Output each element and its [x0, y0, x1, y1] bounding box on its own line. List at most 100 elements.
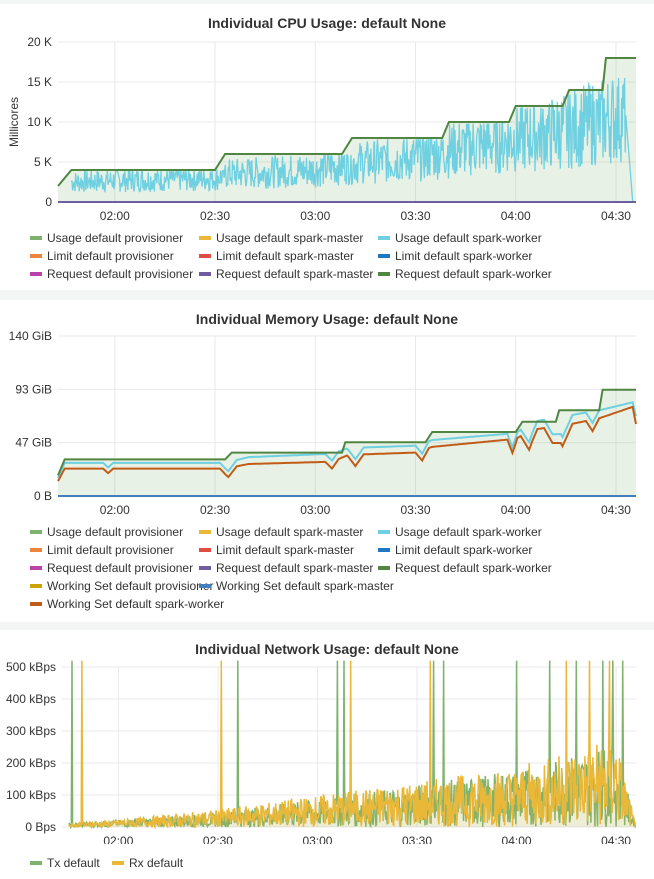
series-line	[70, 77, 634, 203]
memory-chart[interactable]: 140 GiB 93 GiB 47 GiB 0 B 02:00 02:30 03:00 03:…	[0, 322, 654, 522]
legend-item[interactable]: Usage default spark-master	[199, 525, 363, 539]
y-tick-label: 93 GiB	[15, 382, 52, 396]
legend-label: Usage default spark-master	[216, 231, 364, 245]
legend-label: Limit default spark-master	[216, 249, 355, 263]
x-tick-label: 04:30	[601, 209, 631, 223]
legend-label: Request default spark-worker	[395, 561, 552, 575]
legend-label: Limit default provisioner	[47, 249, 174, 263]
legend-item[interactable]: Request default spark-master	[199, 561, 373, 575]
legend-label: Usage default provisioner	[47, 525, 184, 539]
x-tick-label: 02:30	[203, 834, 233, 844]
legend-swatch	[30, 566, 42, 570]
legend-swatch	[378, 548, 390, 552]
legend-item[interactable]: Request default spark-master	[199, 267, 373, 281]
legend-item[interactable]: Working Set default spark-master	[199, 579, 394, 593]
legend-swatch	[378, 272, 390, 276]
legend-item[interactable]: Limit default provisioner	[30, 543, 174, 557]
series-area	[58, 58, 636, 202]
y-tick-label: 200 kBps	[6, 756, 56, 770]
y-tick-label: 0 B	[34, 489, 52, 503]
legend-item[interactable]: Limit default spark-master	[199, 543, 354, 557]
legend-swatch	[30, 236, 42, 240]
legend-swatch	[30, 254, 42, 258]
legend-swatch	[30, 548, 42, 552]
y-tick-label: 5 K	[34, 155, 52, 169]
legend-swatch	[378, 530, 390, 534]
legend-swatch	[199, 236, 211, 240]
legend-label: Limit default provisioner	[47, 543, 174, 557]
x-tick-label: 03:00	[300, 209, 330, 223]
network-panel: Individual Network Usage: default None	[0, 630, 654, 879]
x-tick-label: 03:30	[402, 834, 432, 844]
legend-swatch	[30, 530, 42, 534]
legend-swatch	[199, 254, 211, 258]
x-tick-label: 03:00	[302, 834, 332, 844]
legend-item[interactable]: Request default spark-worker	[378, 267, 552, 281]
legend-label: Rx default	[129, 856, 184, 870]
network-chart[interactable]: 500 kBps 400 kBps 300 kBps 200 kBps 100 kBps…	[0, 652, 654, 844]
series-area	[68, 660, 637, 827]
legend-item[interactable]: Usage default spark-worker	[378, 525, 542, 539]
legend-item[interactable]: Limit default spark-master	[199, 249, 354, 263]
series-line	[57, 405, 637, 482]
legend-swatch	[199, 584, 211, 588]
legend-item[interactable]: Tx default	[30, 856, 100, 870]
legend-swatch	[30, 602, 42, 606]
panel-title[interactable]: Individual Memory Usage: default None	[195, 311, 459, 327]
legend-label: Usage default spark-worker	[395, 231, 542, 245]
legend-item[interactable]: Usage default spark-worker	[378, 231, 542, 245]
x-tick-label: 02:30	[200, 503, 230, 517]
legend-label: Usage default spark-worker	[395, 525, 542, 539]
legend-swatch	[378, 254, 390, 258]
x-tick-label: 02:00	[100, 503, 130, 517]
legend-swatch	[199, 530, 211, 534]
legend-label: Limit default spark-master	[216, 543, 355, 557]
legend-item[interactable]: Request default spark-worker	[378, 561, 552, 575]
legend-swatch	[199, 272, 211, 276]
legend-item[interactable]: Rx default	[112, 856, 183, 870]
legend-label: Working Set default spark-worker	[47, 597, 225, 611]
y-tick-label: 47 GiB	[15, 436, 52, 450]
legend-label: Limit default spark-worker	[395, 543, 533, 557]
x-tick-label: 02:30	[200, 209, 230, 223]
x-tick-label: 03:30	[400, 209, 430, 223]
x-tick-label: 04:30	[601, 834, 631, 844]
legend-item[interactable]: Limit default spark-worker	[378, 249, 532, 263]
legend-swatch	[30, 861, 42, 865]
legend-swatch	[378, 236, 390, 240]
y-tick-label: 20 K	[27, 35, 52, 49]
x-tick-label: 03:00	[300, 503, 330, 517]
panel-title[interactable]: Individual CPU Usage: default None	[207, 15, 447, 31]
legend-item[interactable]: Usage default provisioner	[30, 231, 183, 245]
series-line	[57, 388, 636, 476]
legend-item[interactable]: Request default provisioner	[30, 561, 193, 575]
legend-label: Tx default	[47, 856, 100, 870]
legend-item[interactable]: Working Set default provisioner	[30, 579, 214, 593]
legend-item[interactable]: Usage default provisioner	[30, 525, 183, 539]
x-tick-label: 04:00	[501, 503, 531, 517]
legend-label: Working Set default provisioner	[47, 579, 214, 593]
legend-item[interactable]: Request default provisioner	[30, 267, 193, 281]
legend-item[interactable]: Usage default spark-master	[199, 231, 363, 245]
y-tick-label: 140 GiB	[9, 329, 52, 343]
legend-swatch	[378, 566, 390, 570]
x-tick-label: 03:30	[400, 503, 430, 517]
y-tick-label: 10 K	[27, 115, 52, 129]
y-tick-label: 0 Bps	[25, 820, 56, 834]
legend-item[interactable]: Limit default spark-worker	[378, 543, 532, 557]
legend-swatch	[112, 861, 124, 865]
memory-panel: Individual Memory Usage: default None	[0, 300, 654, 622]
legend-label: Request default provisioner	[47, 561, 194, 575]
y-tick-label: 300 kBps	[6, 724, 56, 738]
legend-swatch	[199, 548, 211, 552]
legend-item[interactable]: Limit default provisioner	[30, 249, 174, 263]
legend-item[interactable]: Working Set default spark-worker	[30, 597, 224, 611]
series-line	[57, 57, 636, 187]
y-tick-label: 100 kBps	[6, 788, 56, 802]
legend-swatch	[30, 272, 42, 276]
legend-label: Request default spark-master	[216, 561, 374, 575]
legend-label: Limit default spark-worker	[395, 249, 533, 263]
panel-title[interactable]: Individual Network Usage: default None	[195, 641, 459, 657]
cpu-chart[interactable]: 20 K 15 K 10 K 5 K 0 02:00 02:30 03:00 03:30 04:0…	[0, 25, 654, 255]
x-tick-label: 02:00	[100, 209, 130, 223]
